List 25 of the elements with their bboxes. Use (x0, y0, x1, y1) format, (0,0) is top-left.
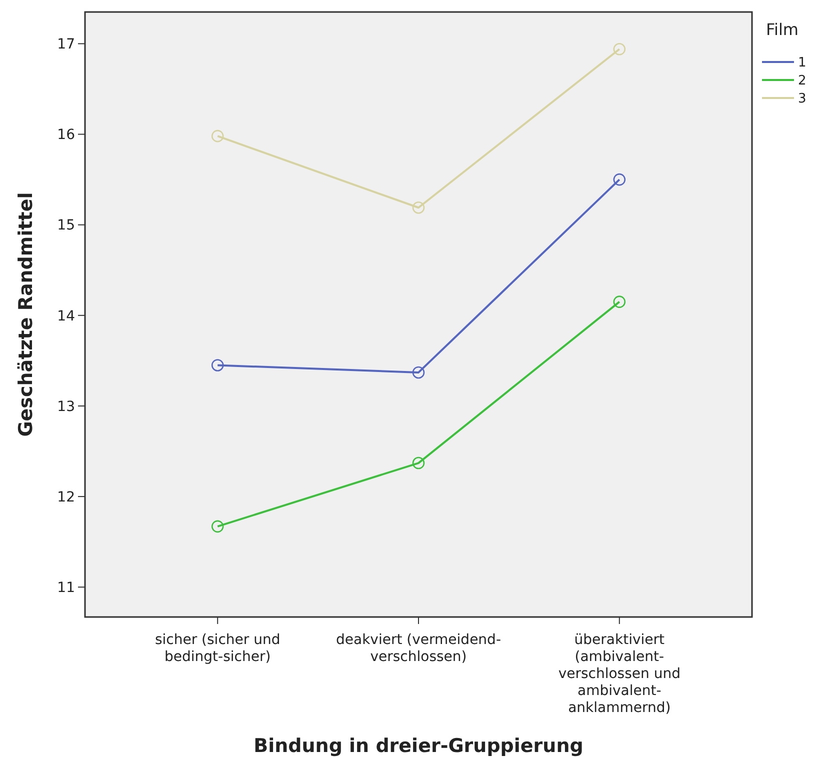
y-tick-label: 14 (57, 308, 76, 324)
y-tick-label: 13 (57, 398, 75, 415)
y-tick-label: 15 (57, 218, 75, 234)
point (613, 42, 626, 56)
x-axis-title: Bindung in dreier-Gruppierung (254, 735, 584, 757)
legend-title: Film (766, 20, 799, 39)
y-tick-label: 17 (57, 36, 75, 53)
y-tick-label: 16 (57, 127, 76, 144)
x-tick-label: deakviert (vermeidend-verschlossen) (336, 632, 501, 665)
y-tick-label: 11 (57, 580, 75, 596)
y-axis-title: Geschätzte Randmittel (15, 192, 37, 437)
point (211, 359, 224, 372)
point (412, 456, 425, 470)
legend-label: 2 (798, 74, 806, 89)
point (211, 520, 224, 533)
point (211, 130, 224, 142)
point (613, 296, 626, 308)
y-tick-label: 12 (57, 489, 75, 506)
x-tick-label: sicher (sicher und bedingt-sicher) (154, 632, 280, 665)
legend-label: 3 (798, 92, 806, 107)
x-tick-label: überaktiviert (ambivalent-verschlossen und ambivalent-anklammernd) (558, 632, 680, 716)
legend-label: 1 (798, 56, 806, 71)
point (613, 173, 626, 186)
point (412, 366, 425, 379)
point (412, 201, 425, 214)
